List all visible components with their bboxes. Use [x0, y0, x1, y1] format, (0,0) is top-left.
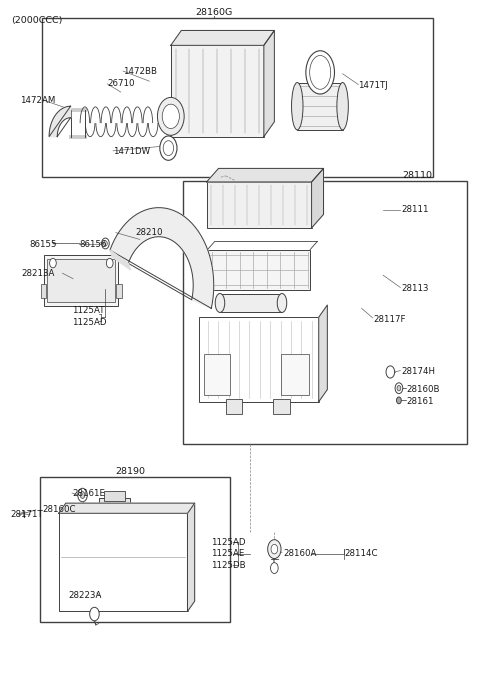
- Ellipse shape: [306, 51, 335, 94]
- Bar: [40, 284, 46, 297]
- Text: 28110: 28110: [402, 171, 432, 181]
- Text: 28117F: 28117F: [373, 314, 406, 324]
- Text: 1472BB: 1472BB: [123, 67, 157, 75]
- Bar: [220, 293, 282, 312]
- Circle shape: [395, 383, 403, 394]
- Polygon shape: [110, 208, 214, 308]
- Text: 28160A: 28160A: [283, 549, 316, 558]
- Bar: [226, 399, 242, 414]
- Polygon shape: [264, 31, 275, 136]
- Bar: [199, 317, 319, 402]
- Text: 1125AT: 1125AT: [72, 306, 105, 315]
- Bar: [171, 45, 264, 136]
- Text: (2000CCC): (2000CCC): [11, 16, 62, 25]
- Text: 86156: 86156: [79, 240, 107, 249]
- Ellipse shape: [163, 141, 174, 155]
- Circle shape: [157, 97, 184, 135]
- Text: 28174H: 28174H: [401, 367, 435, 376]
- Ellipse shape: [160, 136, 177, 160]
- Circle shape: [104, 241, 108, 246]
- Polygon shape: [49, 106, 71, 136]
- Polygon shape: [59, 503, 195, 513]
- Circle shape: [78, 488, 87, 502]
- Text: 86155: 86155: [29, 240, 57, 249]
- Bar: [206, 182, 312, 228]
- Bar: [44, 255, 118, 306]
- Text: 1471TJ: 1471TJ: [359, 81, 388, 90]
- Text: 28160G: 28160G: [195, 8, 232, 18]
- Bar: [207, 250, 310, 290]
- Circle shape: [162, 104, 180, 128]
- Bar: [42, 18, 433, 177]
- Ellipse shape: [277, 293, 287, 312]
- Text: 28190: 28190: [115, 467, 145, 476]
- Text: 28161: 28161: [406, 397, 433, 406]
- Circle shape: [80, 492, 85, 498]
- Circle shape: [49, 258, 56, 268]
- Circle shape: [90, 607, 99, 621]
- Polygon shape: [206, 168, 324, 182]
- Text: 28160B: 28160B: [406, 385, 440, 394]
- Text: 1471DW: 1471DW: [113, 147, 150, 156]
- Bar: [104, 491, 125, 501]
- Bar: [281, 354, 309, 395]
- Bar: [297, 83, 343, 130]
- Bar: [204, 354, 230, 395]
- Bar: [47, 259, 116, 301]
- Circle shape: [268, 540, 281, 559]
- Text: 28160C: 28160C: [42, 505, 76, 515]
- Text: 1125DB: 1125DB: [211, 561, 246, 570]
- Circle shape: [386, 366, 395, 378]
- Bar: [183, 181, 467, 444]
- Polygon shape: [319, 305, 327, 402]
- Ellipse shape: [215, 293, 225, 312]
- Text: 28114C: 28114C: [344, 549, 378, 558]
- Circle shape: [397, 386, 401, 391]
- Circle shape: [271, 545, 278, 554]
- Text: 28111: 28111: [401, 205, 429, 214]
- Bar: [59, 513, 188, 611]
- Polygon shape: [171, 31, 275, 45]
- Text: 28223A: 28223A: [68, 591, 102, 600]
- Bar: [39, 477, 230, 622]
- Polygon shape: [188, 503, 195, 611]
- Polygon shape: [312, 168, 324, 228]
- Polygon shape: [110, 250, 131, 270]
- Text: 28113: 28113: [401, 285, 429, 293]
- Text: 26710: 26710: [108, 79, 135, 88]
- Text: 28161E: 28161E: [72, 488, 105, 498]
- Text: 28213A: 28213A: [22, 269, 55, 278]
- Bar: [99, 498, 130, 513]
- Bar: [274, 399, 290, 414]
- Text: 28210: 28210: [135, 228, 163, 237]
- Bar: [116, 284, 122, 297]
- Ellipse shape: [337, 83, 348, 130]
- Ellipse shape: [291, 83, 303, 130]
- Circle shape: [107, 258, 113, 268]
- Circle shape: [271, 563, 278, 574]
- Ellipse shape: [310, 56, 331, 90]
- Text: 1125AD: 1125AD: [211, 538, 246, 547]
- Text: 28171T: 28171T: [10, 510, 43, 519]
- Text: 1472AM: 1472AM: [21, 96, 56, 105]
- Circle shape: [102, 238, 109, 249]
- Circle shape: [396, 397, 401, 404]
- Text: 1125AE: 1125AE: [211, 549, 245, 558]
- Text: 1125AD: 1125AD: [72, 318, 107, 327]
